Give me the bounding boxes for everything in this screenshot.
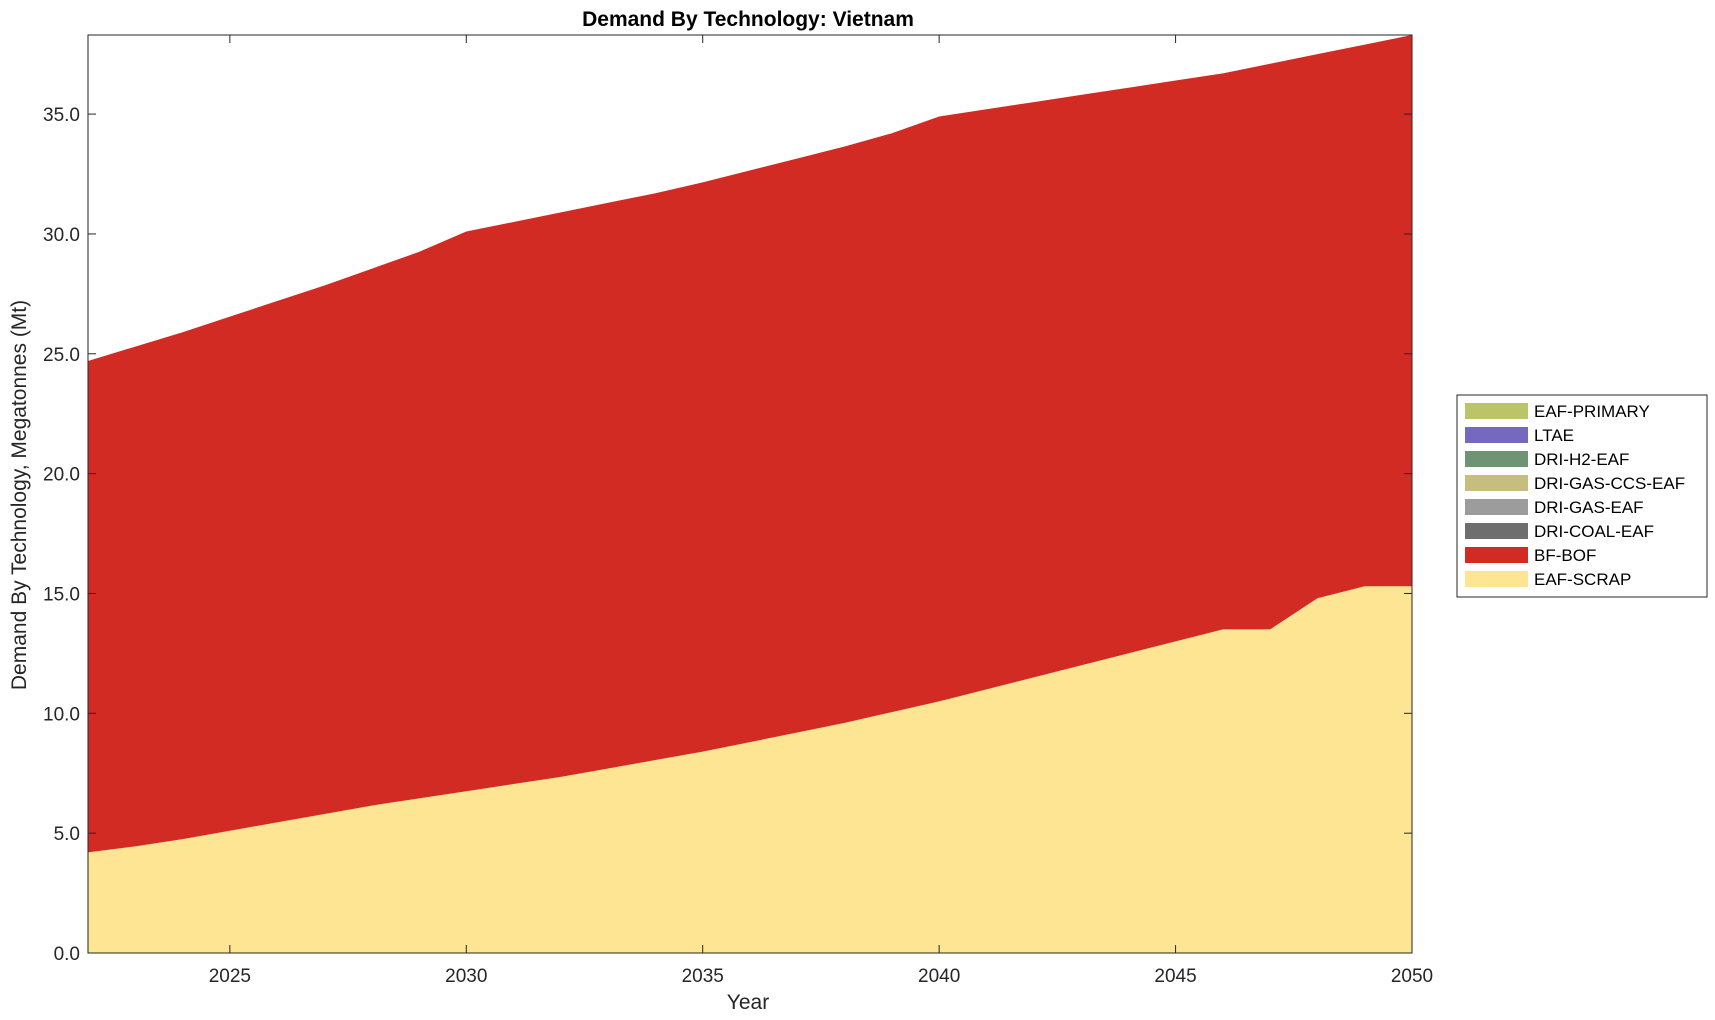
y-axis-title: Demand By Technology, Megatonnes (Mt) xyxy=(8,300,31,690)
legend-label-bf-bof: BF-BOF xyxy=(1534,546,1596,565)
legend-swatch-bf-bof xyxy=(1465,547,1528,563)
x-tick-label: 2025 xyxy=(209,966,251,987)
legend-label-dri-gas-eaf: DRI-GAS-EAF xyxy=(1534,498,1644,517)
legend-label-dri-coal-eaf: DRI-COAL-EAF xyxy=(1534,522,1654,541)
y-tick-label: 10.0 xyxy=(43,704,80,725)
legend-label-ltae: LTAE xyxy=(1534,426,1574,445)
plot-frame xyxy=(87,34,1413,954)
x-tick-label: 2045 xyxy=(1154,966,1196,987)
legend-swatch-dri-gas-eaf xyxy=(1465,499,1528,515)
y-tick-label: 25.0 xyxy=(43,345,80,366)
legend-label-dri-gas-ccs-eaf: DRI-GAS-CCS-EAF xyxy=(1534,474,1685,493)
y-tick-label: 15.0 xyxy=(43,584,80,605)
area-eaf-scrap xyxy=(88,586,1412,953)
legend-swatch-dri-gas-ccs-eaf xyxy=(1465,475,1528,491)
x-tick-label: 2035 xyxy=(682,966,724,987)
y-tick-label: 5.0 xyxy=(54,824,80,845)
x-tick-label: 2040 xyxy=(918,966,960,987)
x-axis-title: Year xyxy=(727,991,769,1014)
legend-swatch-dri-h2-eaf xyxy=(1465,451,1528,467)
legend-swatch-dri-coal-eaf xyxy=(1465,523,1528,539)
legend-swatch-eaf-primary xyxy=(1465,403,1528,419)
y-tick-label: 35.0 xyxy=(43,105,80,126)
areas-layer xyxy=(88,35,1412,953)
y-tick-label: 20.0 xyxy=(43,465,80,486)
legend-swatch-ltae xyxy=(1465,427,1528,443)
y-tick-label: 0.0 xyxy=(54,944,80,965)
legend-label-dri-h2-eaf: DRI-H2-EAF xyxy=(1534,450,1629,469)
area-bf-bof xyxy=(88,35,1412,853)
legend-swatch-eaf-scrap xyxy=(1465,571,1528,587)
legend: EAF-PRIMARY LTAE DRI-H2-EAF DRI-GAS-CCS-EAF… xyxy=(1456,394,1708,598)
x-tick-label: 2030 xyxy=(445,966,487,987)
x-tick-label: 2050 xyxy=(1391,966,1433,987)
legend-label-eaf-primary: EAF-PRIMARY xyxy=(1534,402,1650,421)
y-tick-label: 30.0 xyxy=(43,225,80,246)
chart-title: Demand By Technology: Vietnam xyxy=(582,8,914,31)
ticks-layer: 2025 2030 2035 2040 2045 2050 0.0 5.0 10.0 15.0 20… xyxy=(43,35,1433,987)
legend-label-eaf-scrap: EAF-SCRAP xyxy=(1534,570,1631,589)
legend-box xyxy=(1456,394,1708,598)
